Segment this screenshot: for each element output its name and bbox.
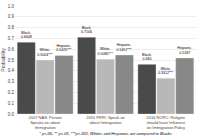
svg-text:0.1: 0.1: [8, 101, 15, 106]
svg-text:0.4: 0.4: [8, 68, 15, 73]
svg-text:0.2: 0.2: [8, 90, 15, 95]
svg-text:0.7: 0.7: [8, 36, 15, 41]
svg-text:2016 NORC: Religionshould have: 2016 NORC: Religionshould have Influence…: [146, 115, 186, 130]
svg-text:White,0.5004***: White,0.5004***: [37, 48, 53, 57]
svg-text:0.8: 0.8: [8, 25, 15, 30]
svg-text:0.0: 0.0: [8, 112, 15, 117]
svg-text:* p<.05, ** p<.01, ***p<.001;: * p<.05, ** p<.01, ***p<.001; Whites and…: [39, 131, 171, 136]
svg-text:2010 PRRI: Speak onabout Immig: 2010 PRRI: Speak onabout Immigration: [86, 115, 125, 125]
svg-text:Hispanic,0.5187: Hispanic,0.5187: [177, 46, 192, 55]
svg-text:Black,0.6648: Black,0.6648: [21, 31, 32, 40]
svg-text:0.6: 0.6: [8, 47, 15, 52]
svg-text:Probability: Probability: [0, 48, 6, 72]
svg-text:1.0: 1.0: [8, 4, 15, 9]
svg-text:0.9: 0.9: [8, 14, 15, 19]
svg-text:White,0.3312***: White,0.3312***: [158, 67, 174, 76]
svg-text:Hispanic,0.5425***: Hispanic,0.5425***: [56, 44, 72, 53]
svg-text:Black,0.460: Black,0.460: [142, 53, 152, 62]
svg-text:0.3: 0.3: [8, 79, 15, 84]
svg-text:Hispanic,0.5457***: Hispanic,0.5457***: [117, 43, 133, 52]
svg-text:White,0.5080***: White,0.5080***: [98, 47, 114, 56]
svg-text:0.5: 0.5: [8, 58, 15, 63]
svg-text:2007 NAS: PersonSpeaks on abou: 2007 NAS: PersonSpeaks on aboutImmigrati…: [29, 115, 62, 130]
svg-text:Black,0.7106: Black,0.7106: [81, 26, 92, 35]
